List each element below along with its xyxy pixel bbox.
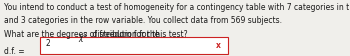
Text: $\chi^2$: $\chi^2$ bbox=[78, 30, 89, 44]
Text: What are the degrees of freedom for the: What are the degrees of freedom for the bbox=[4, 30, 161, 39]
Text: x: x bbox=[216, 40, 220, 49]
Text: distribution for this test?: distribution for this test? bbox=[90, 30, 187, 39]
Text: You intend to conduct a test of homogeneity for a contingency table with 7 categ: You intend to conduct a test of homogene… bbox=[4, 3, 350, 12]
FancyBboxPatch shape bbox=[40, 37, 228, 54]
Text: d.f. =: d.f. = bbox=[4, 46, 24, 55]
Text: and 3 categories in the row variable. You collect data from 569 subjects.: and 3 categories in the row variable. Yo… bbox=[4, 16, 281, 25]
Text: 2: 2 bbox=[46, 38, 50, 47]
